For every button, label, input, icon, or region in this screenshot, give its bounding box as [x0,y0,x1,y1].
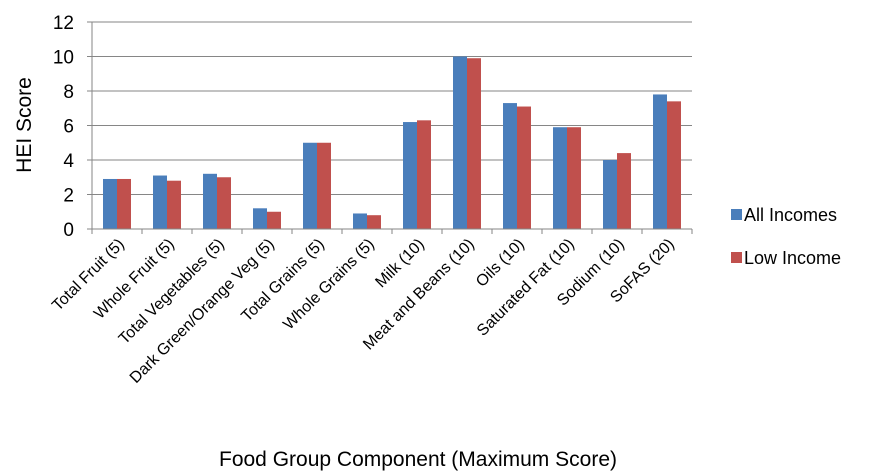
y-tick-label: 12 [53,13,74,34]
x-tick-label: Saturated Fat (10) [474,236,578,340]
y-tick-label: 2 [63,186,74,207]
bar-low-income [517,106,531,229]
bar-all-incomes [103,178,117,229]
x-axis-label: Food Group Component (Maximum Score) [219,448,617,471]
bar-low-income [167,180,181,229]
bars [103,56,681,229]
y-axis-label: HEI Score [13,77,36,173]
y-tick-label: 10 [53,48,74,69]
y-tick-label: 4 [63,151,74,172]
bar-all-incomes [403,122,417,229]
bar-low-income [117,178,131,229]
bar-all-incomes [353,213,367,229]
gridlines [87,21,693,234]
legend: All Incomes Low Income [731,205,841,268]
bar-all-incomes [303,142,317,229]
y-tick-label: 0 [63,220,74,241]
bar-all-incomes [203,173,217,229]
x-tick-labels: Total Fruit (5)Whole Fruit (5)Total Vege… [49,236,678,387]
y-tick-labels: 0 2 4 6 8 10 12 [53,13,75,241]
legend-swatch-low-income [731,252,742,263]
bar-all-incomes [553,127,567,229]
y-tick-label: 8 [63,82,74,103]
bar-all-incomes [453,56,467,229]
bar-low-income [367,215,381,229]
bar-all-incomes [503,103,517,229]
y-tick-label: 6 [63,117,74,138]
bar-low-income [417,120,431,229]
bar-low-income [617,153,631,229]
legend-label-low-income: Low Income [744,248,841,268]
bar-all-incomes [153,175,167,229]
bar-low-income [667,101,681,229]
x-tick-label: Whole Grains (5) [280,236,378,334]
legend-label-all-incomes: All Incomes [744,205,837,225]
bar-all-incomes [653,94,667,229]
bar-low-income [467,58,481,229]
bar-low-income [267,211,281,229]
bar-low-income [567,127,581,229]
bar-all-incomes [603,160,617,229]
bar-low-income [317,142,331,229]
legend-swatch-all-incomes [731,209,742,220]
bar-all-incomes [253,208,267,229]
bar-low-income [217,177,231,229]
axes [91,22,692,230]
